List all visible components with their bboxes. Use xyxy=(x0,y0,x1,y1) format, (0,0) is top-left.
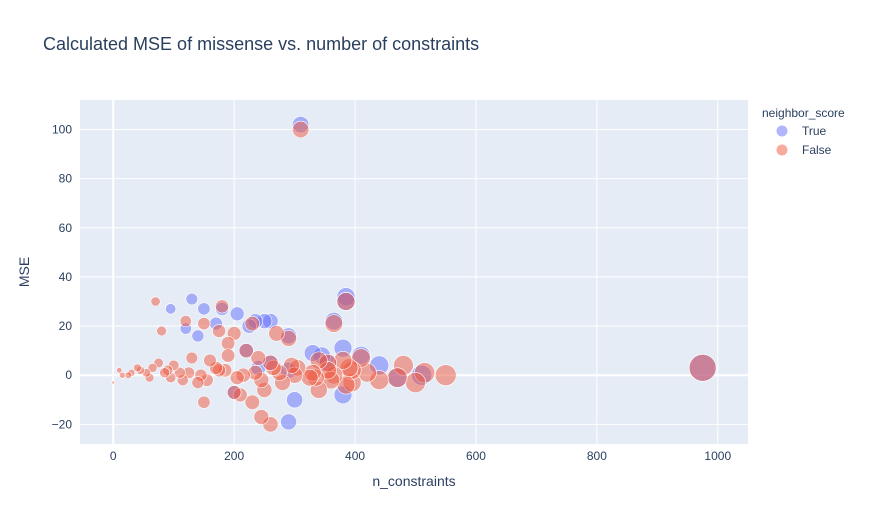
scatter-point-false[interactable] xyxy=(221,348,236,363)
scatter-point-false[interactable] xyxy=(159,367,170,379)
y-tick-label: 60 xyxy=(59,221,73,235)
legend-label-true: True xyxy=(802,124,827,138)
x-tick-label: 1000 xyxy=(704,449,731,463)
scatter-point-true[interactable] xyxy=(280,413,297,431)
legend-label-false: False xyxy=(802,143,832,157)
scatter-point-false[interactable] xyxy=(197,317,211,331)
scatter-point-false[interactable] xyxy=(268,325,285,342)
scatter-point-true[interactable] xyxy=(197,302,211,316)
legend: neighbor_score True False xyxy=(762,106,845,157)
scatter-point-false[interactable] xyxy=(212,324,226,338)
scatter-point-true[interactable] xyxy=(191,329,205,343)
x-tick-label: 400 xyxy=(345,449,365,463)
scatter-point-false[interactable] xyxy=(238,343,254,359)
scatter-point-false[interactable] xyxy=(387,367,408,388)
scatter-point-false[interactable] xyxy=(116,367,123,374)
scatter-point-false[interactable] xyxy=(250,350,267,366)
scatter-point-false[interactable] xyxy=(124,371,133,379)
scatter-point-true[interactable] xyxy=(165,303,177,315)
x-tick-label: 0 xyxy=(110,449,117,463)
y-tick-label: 0 xyxy=(65,368,72,382)
scatter-point-false[interactable] xyxy=(133,363,142,373)
scatter-point-false[interactable] xyxy=(434,364,457,387)
y-tick-label: 100 xyxy=(52,122,72,136)
scatter-point-false[interactable] xyxy=(150,296,161,307)
scatter-point-false[interactable] xyxy=(119,371,126,379)
scatter-point-false[interactable] xyxy=(688,354,717,382)
scatter-point-false[interactable] xyxy=(215,299,230,314)
x-tick-label: 800 xyxy=(587,449,607,463)
scatter-point-false[interactable] xyxy=(111,380,116,385)
y-tick-label: 20 xyxy=(59,319,73,333)
scatter-point-false[interactable] xyxy=(221,336,236,351)
scatter-point-false[interactable] xyxy=(156,325,167,337)
x-tick-label: 200 xyxy=(224,449,244,463)
x-axis-title: n_constraints xyxy=(372,473,455,489)
scatter-point-false[interactable] xyxy=(283,356,300,374)
scatter-point-false[interactable] xyxy=(405,372,426,393)
scatter-point-false[interactable] xyxy=(244,315,260,332)
scatter-point-false[interactable] xyxy=(203,353,217,368)
legend-item-false[interactable]: False xyxy=(776,143,832,157)
scatter-point-false[interactable] xyxy=(179,315,192,328)
scatter-point-false[interactable] xyxy=(229,370,245,385)
scatter-point-false[interactable] xyxy=(226,385,242,400)
legend-marker-false xyxy=(776,144,788,156)
y-tick-label: 80 xyxy=(59,172,73,186)
legend-item-true[interactable]: True xyxy=(776,124,827,138)
scatter-point-false[interactable] xyxy=(191,376,205,389)
y-tick-label: 40 xyxy=(59,270,73,284)
data-points xyxy=(111,116,717,433)
scatter-point-false[interactable] xyxy=(253,409,270,425)
y-tick-label: −20 xyxy=(52,417,73,431)
scatter-point-false[interactable] xyxy=(185,351,199,365)
tick-labels: 0 200 400 600 800 1000 −20 0 20 40 60 80 100 xyxy=(52,122,732,463)
scatter-point-false[interactable] xyxy=(197,395,211,409)
scatter-point-false[interactable] xyxy=(244,394,260,410)
scatter-point-true[interactable] xyxy=(229,306,245,322)
chart-title: Calculated MSE of missense vs. number of… xyxy=(43,34,479,54)
scatter-point-true[interactable] xyxy=(185,292,199,306)
scatter-point-false[interactable] xyxy=(173,366,186,379)
scatter-point-false[interactable] xyxy=(324,314,344,333)
scatter-point-false[interactable] xyxy=(292,120,310,139)
scatter-point-false[interactable] xyxy=(336,292,356,311)
y-axis-title: MSE xyxy=(16,257,32,287)
legend-marker-true xyxy=(776,125,788,137)
x-tick-label: 600 xyxy=(466,449,486,463)
scatter-point-true[interactable] xyxy=(286,391,304,409)
legend-title: neighbor_score xyxy=(762,106,845,120)
